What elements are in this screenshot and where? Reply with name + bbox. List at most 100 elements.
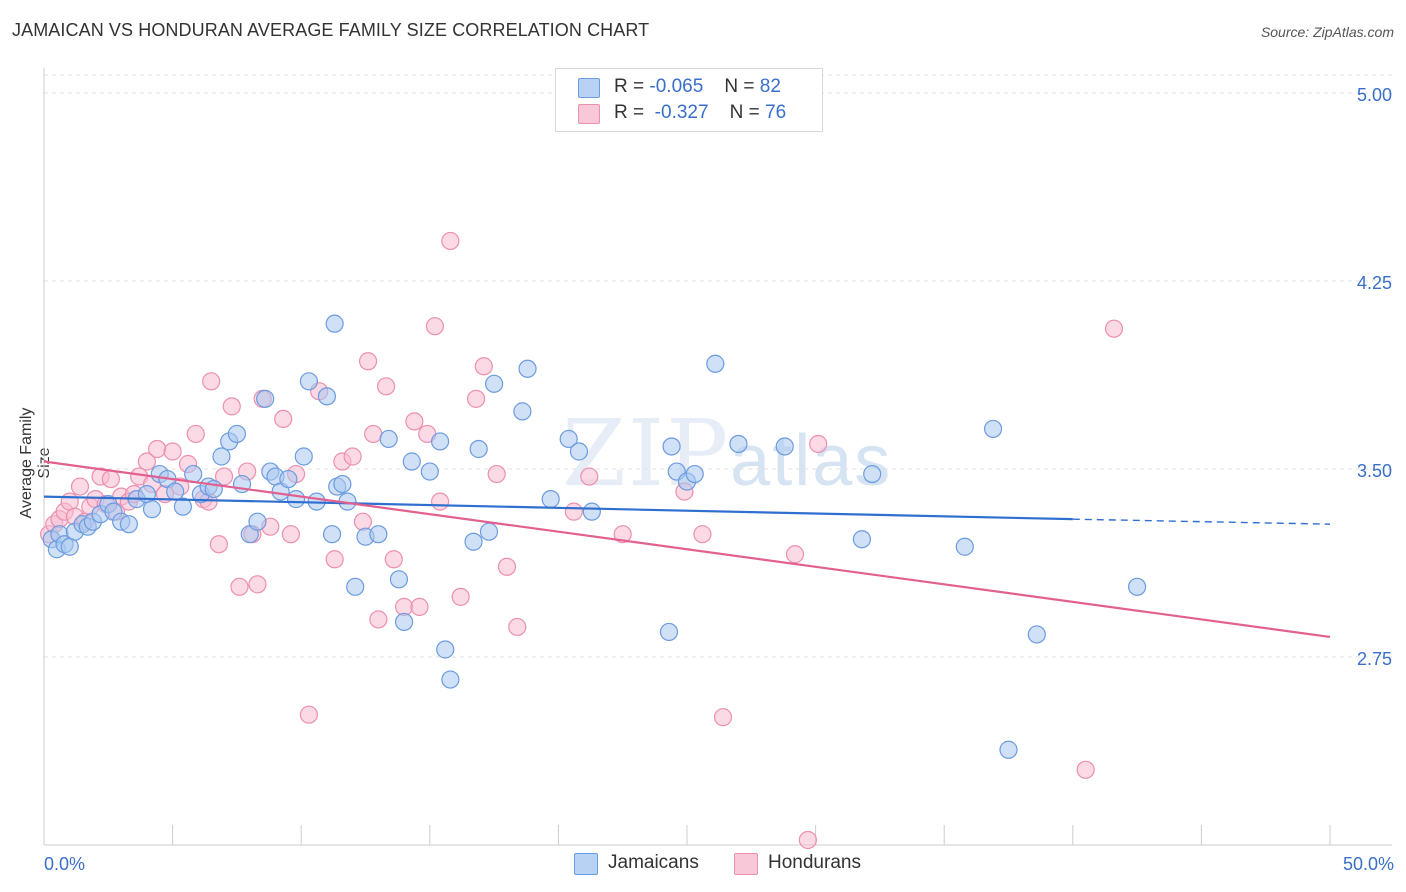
jamaicans-point (999, 740, 1018, 759)
hondurans-trendline (43, 460, 1331, 639)
jamaicans-point (852, 530, 871, 549)
watermark-atlas: atlas (730, 421, 893, 501)
hondurans-point (613, 525, 632, 544)
jamaicans-point (1027, 625, 1046, 644)
hondurans-point (137, 452, 156, 471)
jamaicans-point (729, 434, 748, 454)
jamaicans-point (256, 389, 275, 408)
legend-text-jamaicans: R = -0.065 N = 82 (614, 76, 781, 98)
jamaicans-point (659, 622, 679, 642)
y-tick-label: 4.25 (1357, 273, 1392, 293)
legend-swatch-jamaicans (578, 78, 600, 98)
hondurans-point (785, 545, 805, 564)
legend-n-value: 76 (765, 102, 787, 123)
hondurans-point (474, 357, 493, 376)
jamaicans-point (469, 439, 488, 459)
jamaicans-point (559, 429, 578, 449)
legend-r-value: -0.327 (654, 102, 709, 123)
hondurans-point (163, 442, 182, 461)
hondurans-point (222, 397, 241, 416)
hondurans-point (358, 352, 378, 371)
jamaicans-point (212, 447, 231, 466)
jamaicans-point (389, 570, 409, 589)
bottom-legend-swatch-jamaicans (574, 853, 598, 875)
hondurans-point (425, 317, 445, 336)
jamaicans-point (279, 469, 298, 489)
jamaicans-point (333, 474, 352, 494)
hondurans-point (384, 550, 403, 569)
jamaicans-point (441, 670, 460, 689)
hondurans-point (281, 525, 301, 544)
jamaicans-point (119, 515, 138, 534)
legend-text-hondurans: R = -0.327 N = 76 (614, 102, 786, 124)
jamaicans-point (706, 354, 725, 373)
legend-n-label: N = (729, 102, 760, 123)
hondurans-point (441, 231, 460, 251)
hondurans-point (1076, 760, 1095, 779)
jamaicans-point (173, 497, 192, 516)
jamaicans-point (863, 464, 882, 484)
hondurans-point (353, 512, 373, 531)
jamaicans-point (983, 419, 1003, 439)
hondurans-point (325, 550, 344, 569)
hondurans-point (405, 412, 424, 431)
jamaicans-point (325, 314, 344, 333)
hondurans-point (299, 705, 319, 724)
chart-title: JAMAICAN VS HONDURAN AVERAGE FAMILY SIZE… (12, 20, 650, 40)
hondurans-point (451, 587, 470, 606)
bottom-legend-label-hondurans: Hondurans (768, 852, 861, 873)
legend-r-value: -0.065 (649, 76, 704, 97)
hondurans-point (466, 389, 486, 408)
jamaicans-point (662, 437, 681, 456)
legend-n-label: N = (724, 76, 755, 97)
hondurans-point (343, 447, 362, 466)
jamaicans-point (394, 612, 414, 632)
legend-n-value: 82 (759, 76, 781, 97)
jamaicans-point (166, 482, 185, 501)
jamaicans-point (286, 490, 306, 509)
legend-r-label: R = (614, 76, 645, 97)
hondurans-point (230, 577, 249, 596)
x-tick-label: 50.0% (1343, 854, 1394, 874)
hondurans-point (693, 525, 712, 544)
jamaicans-point (248, 512, 267, 531)
jamaicans-point (541, 490, 560, 509)
jamaicans-point (322, 525, 342, 544)
y-tick-label: 2.75 (1357, 649, 1392, 669)
jamaicans-point (299, 372, 319, 391)
jamaicans-point (436, 640, 455, 659)
jamaicans-point (485, 374, 504, 393)
hondurans-point (248, 575, 267, 594)
jamaicans-point (142, 500, 162, 519)
hondurans-point (564, 502, 583, 521)
y-tick-label: 5.00 (1357, 85, 1392, 105)
jamaicans-point (1127, 577, 1147, 596)
jamaicans-point (369, 525, 388, 544)
watermark: ZIPatlas (562, 400, 892, 507)
hondurans-point (430, 492, 450, 511)
jamaicans-trendline (43, 495, 1073, 521)
hondurans-point (369, 610, 388, 629)
hondurans-point (376, 377, 396, 396)
hondurans-point (70, 477, 90, 496)
legend-swatch-hondurans (578, 104, 600, 124)
jamaicans-point (569, 442, 589, 461)
jamaicans-point (775, 437, 794, 456)
jamaicans-point (464, 532, 483, 551)
jamaicans-trendline-extension (1072, 518, 1331, 525)
jamaicans-point (518, 359, 537, 378)
hondurans-point (410, 597, 429, 616)
hondurans-point (798, 830, 817, 850)
x-tick-label: 0.0% (44, 854, 85, 874)
jamaicans-point (513, 402, 532, 421)
bottom-legend-label-jamaicans: Jamaicans (608, 852, 699, 873)
legend-r-label: R = (614, 102, 645, 123)
jamaicans-point (582, 502, 601, 521)
watermark-zip: ZIP (562, 400, 731, 507)
jamaicans-point (955, 537, 974, 556)
hondurans-point (209, 535, 228, 554)
hondurans-point (497, 557, 517, 576)
jamaicans-point (685, 464, 704, 484)
jamaicans-point (420, 462, 439, 481)
